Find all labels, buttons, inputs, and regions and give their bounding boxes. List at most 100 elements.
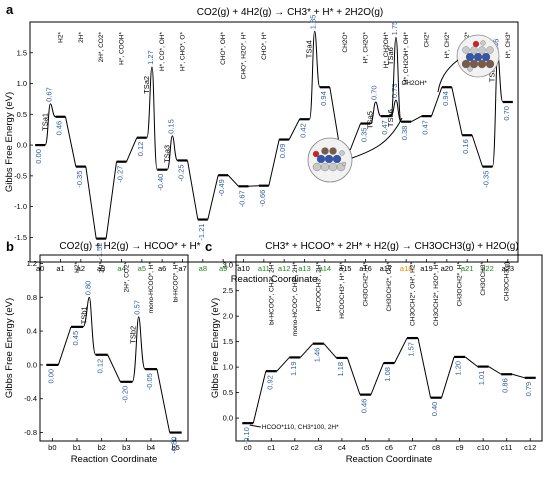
connector — [410, 115, 422, 123]
atom — [470, 46, 478, 54]
species-label: H2* — [58, 32, 65, 43]
x-tick-label: a6 — [158, 264, 166, 273]
ts-curve — [390, 36, 402, 123]
ts-curve — [146, 66, 158, 171]
connector — [349, 123, 361, 151]
value-label: 0.12 — [136, 142, 145, 157]
x-tick-label: c8 — [432, 443, 440, 452]
y-tick-label: 3.0 — [223, 261, 233, 270]
ts-name-label: TSa1 — [40, 113, 49, 131]
x-tick-label: a18 — [400, 264, 413, 273]
x-tick-label: a5 — [138, 264, 146, 273]
connector — [57, 326, 72, 366]
value-label: -0.67 — [238, 190, 247, 207]
ts-name-label: TSa2 — [142, 76, 151, 94]
value-label: -0.05 — [145, 373, 154, 390]
species-label: HCOOCH3*, 2H* — [315, 262, 322, 312]
x-tick-label: b4 — [147, 443, 155, 452]
connector — [85, 166, 97, 239]
value-label: -0.35 — [482, 171, 491, 188]
value-label: 0.09 — [278, 144, 287, 159]
x-tick-label: c12 — [524, 443, 536, 452]
species-label: CH3OCH2*, OH*, H2* — [410, 262, 417, 326]
y-axis-title: Gibbs Free Energy (eV) — [4, 92, 15, 192]
species-label: CH2O* — [342, 32, 349, 53]
species-label: CHO*, H2O*, H* — [241, 32, 248, 80]
species-label: H*, CH2O* — [363, 32, 370, 64]
connector — [248, 185, 259, 187]
x-tick-label: a2 — [77, 264, 85, 273]
annotation-label: CH2OH* — [402, 80, 428, 87]
connector — [451, 87, 463, 136]
value-label: -1.21 — [197, 224, 206, 241]
species-label: mono-HCOO*, CH3*, 2H* — [292, 262, 299, 337]
species-label: mono-HCOO*, H* — [148, 262, 155, 314]
x-tick-label: c11 — [501, 443, 513, 452]
connector — [268, 139, 280, 186]
y-tick-label: 0.5 — [223, 388, 233, 397]
species-label: 2H* — [78, 32, 85, 43]
x-tick-label: a14 — [319, 264, 332, 273]
adsorbate-structure-image-2 — [307, 137, 353, 183]
x-tick-label: a17 — [380, 264, 393, 273]
x-tick-label: c6 — [385, 443, 393, 452]
x-tick-label: a3 — [97, 264, 105, 273]
x-tick-label: a13 — [298, 264, 311, 273]
species-label: 2H*, CO2* — [123, 262, 130, 293]
plot-frame — [29, 21, 519, 263]
species-label: H*, CH2* — [444, 32, 451, 59]
y-tick-label: 2.0 — [223, 312, 233, 321]
atom — [324, 154, 334, 164]
ts-value-label: 0.57 — [133, 300, 142, 315]
value-label: -0.20 — [120, 386, 129, 403]
value-label: 1.46 — [312, 348, 321, 363]
connector — [471, 135, 483, 167]
value-label: 0.79 — [524, 382, 533, 397]
species-label: CHO*, H* — [261, 32, 268, 60]
connector — [227, 174, 239, 187]
x-tick-label: a23 — [502, 264, 515, 273]
value-label: 0.46 — [55, 121, 64, 136]
connector — [156, 369, 171, 433]
y-tick-label: 1.2 — [27, 259, 37, 268]
x-tick-label: c9 — [456, 443, 464, 452]
connector — [431, 87, 443, 117]
x-tick-label: c1 — [267, 443, 275, 452]
atom — [328, 162, 338, 172]
x-axis-title: Reaction Coordinate — [346, 454, 433, 465]
value-label: -0.66 — [258, 190, 267, 207]
atom — [312, 162, 322, 172]
value-label: -0.49 — [217, 179, 226, 196]
value-label: -0.80 — [170, 437, 179, 454]
x-tick-label: b2 — [97, 443, 105, 452]
x-tick-label: a22 — [481, 264, 494, 273]
connector — [105, 161, 117, 239]
atom — [339, 150, 345, 156]
species-label: CH3OCH3(g) — [504, 262, 511, 301]
atom — [329, 147, 337, 155]
x-tick-label: a9 — [219, 264, 227, 273]
x-tick-label: a19 — [420, 264, 433, 273]
species-label: CHO*, OH* — [220, 32, 227, 65]
y-tick-label: 1.0 — [17, 79, 27, 88]
x-tick-label: a7 — [178, 264, 186, 273]
value-label: -0.27 — [116, 166, 125, 183]
value-label: 0.86 — [501, 378, 510, 393]
y-tick-label: 1.0 — [223, 363, 233, 372]
panel-letter: c — [205, 239, 212, 254]
panel-letter: a — [6, 2, 14, 17]
atom — [465, 52, 475, 62]
atom — [332, 154, 342, 164]
value-label: 0.00 — [46, 369, 55, 384]
x-tick-label: c4 — [338, 443, 346, 452]
value-label: 0.47 — [380, 120, 389, 135]
value-label: 0.47 — [421, 120, 430, 135]
x-tick-label: a15 — [339, 264, 352, 273]
species-label: H2* — [74, 262, 81, 273]
atom — [467, 66, 473, 72]
x-tick-label: b1 — [73, 443, 81, 452]
value-label: 0.92 — [265, 375, 274, 390]
connector — [65, 116, 77, 167]
connector — [417, 337, 432, 398]
connector — [346, 357, 361, 395]
